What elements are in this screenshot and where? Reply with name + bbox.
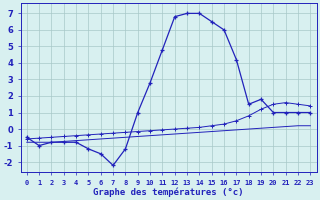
X-axis label: Graphe des températures (°c): Graphe des températures (°c) bbox=[93, 187, 244, 197]
